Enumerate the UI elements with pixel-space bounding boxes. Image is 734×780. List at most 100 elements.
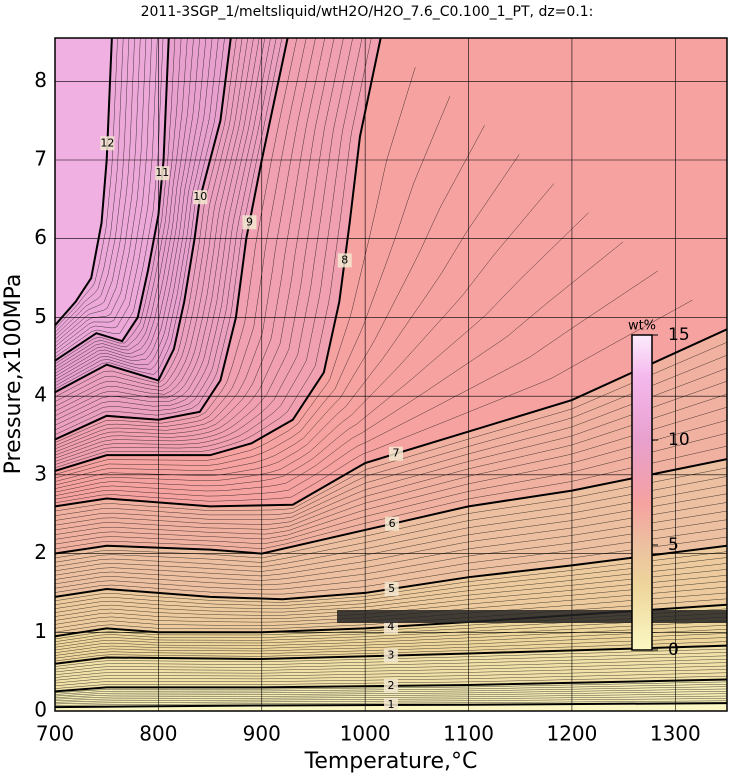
- contour-label: 1: [387, 698, 394, 711]
- minor-contour: [55, 569, 727, 613]
- minor-contour: [55, 38, 147, 347]
- minor-contour: [55, 419, 727, 540]
- minor-contour: [55, 38, 298, 443]
- minor-contour: [55, 445, 727, 550]
- colorbar-tick-label: 0: [668, 640, 679, 660]
- y-tick-label: 1: [34, 619, 47, 643]
- contour-label-bg: [383, 697, 398, 711]
- minor-contour: [55, 665, 727, 681]
- minor-contour: [55, 38, 207, 380]
- minor-contour: [55, 341, 727, 512]
- contour-label: 12: [100, 136, 114, 149]
- contour-label-bg: [193, 190, 208, 205]
- minor-contour: [55, 38, 182, 368]
- contour-label-bg: [384, 581, 399, 596]
- minor-contour: [55, 38, 260, 417]
- minor-contour: [55, 38, 353, 462]
- x-tick-label: 1100: [443, 722, 494, 746]
- contour-line: [55, 38, 289, 441]
- x-tick-label: 1300: [650, 722, 701, 746]
- minor-contour: [55, 629, 727, 653]
- minor-contour: [55, 38, 237, 398]
- colorbar-label: wt%: [628, 319, 656, 334]
- plot-frame: [54, 37, 728, 712]
- minor-contour: [55, 669, 727, 684]
- contour-label-bg: [383, 678, 398, 693]
- minor-contour: [55, 476, 727, 563]
- minor-contour: [55, 633, 727, 656]
- minor-contour: [55, 693, 727, 702]
- y-tick-label: 0: [34, 698, 47, 722]
- minor-contour: [55, 691, 727, 700]
- minor-contour: [55, 493, 727, 572]
- contour-label: 8: [341, 253, 348, 266]
- contour-label-bg: [388, 446, 403, 461]
- contour-label: 2: [387, 679, 394, 692]
- minor-contour: [55, 38, 363, 465]
- x-tick-label: 1000: [340, 722, 391, 746]
- y-tick-label: 7: [34, 147, 47, 171]
- minor-contour: [55, 624, 727, 651]
- contour-line: [55, 38, 232, 394]
- minor-contour: [55, 270, 658, 500]
- contour-label: 10: [193, 190, 207, 203]
- x-tick-label: 1200: [546, 722, 597, 746]
- minor-contour: [55, 38, 118, 330]
- minor-contour: [55, 38, 307, 446]
- minor-contour: [55, 432, 727, 545]
- minor-contour: [55, 38, 326, 453]
- y-tick-label: 5: [34, 304, 47, 328]
- contour-label: 6: [389, 517, 396, 530]
- minor-contour: [55, 655, 727, 673]
- contour-line: [55, 544, 727, 601]
- minor-contour: [55, 212, 589, 493]
- minor-contour: [55, 38, 254, 412]
- contour-label-bg: [383, 648, 398, 663]
- minor-contour: [55, 574, 727, 617]
- x-tick-label: 800: [139, 722, 177, 746]
- minor-contour: [55, 38, 344, 459]
- x-tick-label: 700: [36, 722, 74, 746]
- minor-contour: [55, 557, 727, 606]
- contour-line: [55, 458, 727, 555]
- contour-label: 3: [387, 649, 394, 662]
- minor-contour: [55, 125, 485, 482]
- contour-label-bg: [155, 166, 170, 181]
- contour-line: [55, 644, 727, 665]
- contour-label-bg: [100, 136, 115, 151]
- contour-label-bg: [242, 215, 257, 230]
- colorbar-tick-label: 15: [668, 325, 690, 345]
- artifact-band: [337, 610, 727, 623]
- minor-contour: [55, 38, 194, 374]
- minor-contour: [55, 616, 727, 645]
- minor-contour: [55, 354, 727, 517]
- minor-contour: [55, 38, 225, 390]
- minor-contour: [55, 38, 316, 450]
- contour-line: [55, 38, 382, 472]
- minor-contour: [55, 38, 124, 333]
- contour-fill: [55, 38, 112, 326]
- minor-contour: [55, 183, 555, 489]
- y-tick-label: 2: [34, 540, 47, 564]
- minor-contour: [55, 38, 283, 435]
- colorbar-tick-label: 5: [668, 535, 679, 555]
- contour-label: 7: [392, 447, 399, 460]
- minor-contour: [55, 38, 152, 351]
- minor-contour: [55, 658, 727, 676]
- minor-contour: [55, 688, 727, 698]
- contour-label: 9: [246, 215, 253, 228]
- contour-label: 5: [388, 582, 395, 595]
- contour-label: 11: [155, 166, 169, 179]
- contour-label-bg: [383, 619, 398, 634]
- minor-contour: [55, 299, 693, 504]
- minor-contour: [55, 38, 271, 426]
- contour-line: [55, 702, 727, 709]
- minor-contour: [55, 38, 200, 377]
- minor-contour: [55, 563, 727, 610]
- minor-contour: [55, 154, 520, 486]
- minor-contour: [55, 38, 249, 407]
- minor-contour: [55, 38, 335, 456]
- minor-contour: [55, 528, 727, 590]
- minor-contour: [55, 241, 624, 496]
